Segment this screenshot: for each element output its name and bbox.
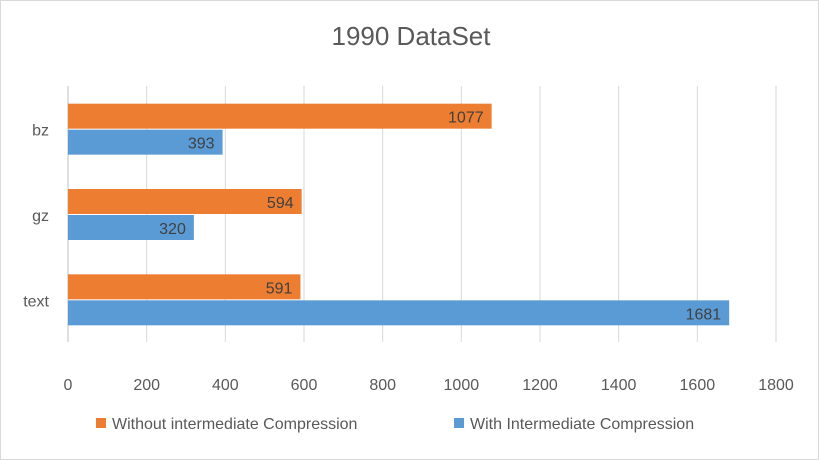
bar [68,189,302,214]
x-tick-label: 1000 [444,377,480,394]
data-label: 1681 [686,306,722,323]
data-labels: 1077 393 594 320 591 1681 [159,110,721,324]
x-tick-label: 400 [212,377,239,394]
x-tick-label: 200 [133,377,160,394]
legend-label: With Intermediate Compression [470,416,694,433]
data-label: 594 [267,195,294,212]
data-label: 591 [266,280,293,297]
gridlines [67,86,777,342]
category-label: text [23,293,49,310]
x-tick-label: 0 [64,377,73,394]
x-tick-label: 1400 [601,377,637,394]
data-label: 393 [188,136,215,153]
bar [68,215,194,240]
x-tick-label: 600 [291,377,318,394]
bar [68,300,730,326]
data-label: 320 [159,221,186,238]
legend-swatch [96,418,106,428]
data-label: 1077 [448,110,484,127]
chart-title: 1990 DataSet [331,21,491,51]
category-label: bz [32,123,49,140]
legend-label: Without intermediate Compression [112,416,357,433]
x-tick-label: 800 [369,377,396,394]
bars [68,103,730,326]
axis: 0 200 400 600 800 1000 1200 1400 1600 1800 bz gz tex… [23,86,794,394]
x-tick-label: 1800 [758,377,794,394]
bar [68,129,223,155]
x-tick-label: 1600 [680,377,716,394]
bar [68,103,492,129]
legend-swatch [454,418,464,428]
bar [68,274,301,300]
category-label: gz [32,208,49,225]
x-tick-label: 1200 [522,377,558,394]
legend: Without intermediate Compression With Int… [96,416,694,433]
